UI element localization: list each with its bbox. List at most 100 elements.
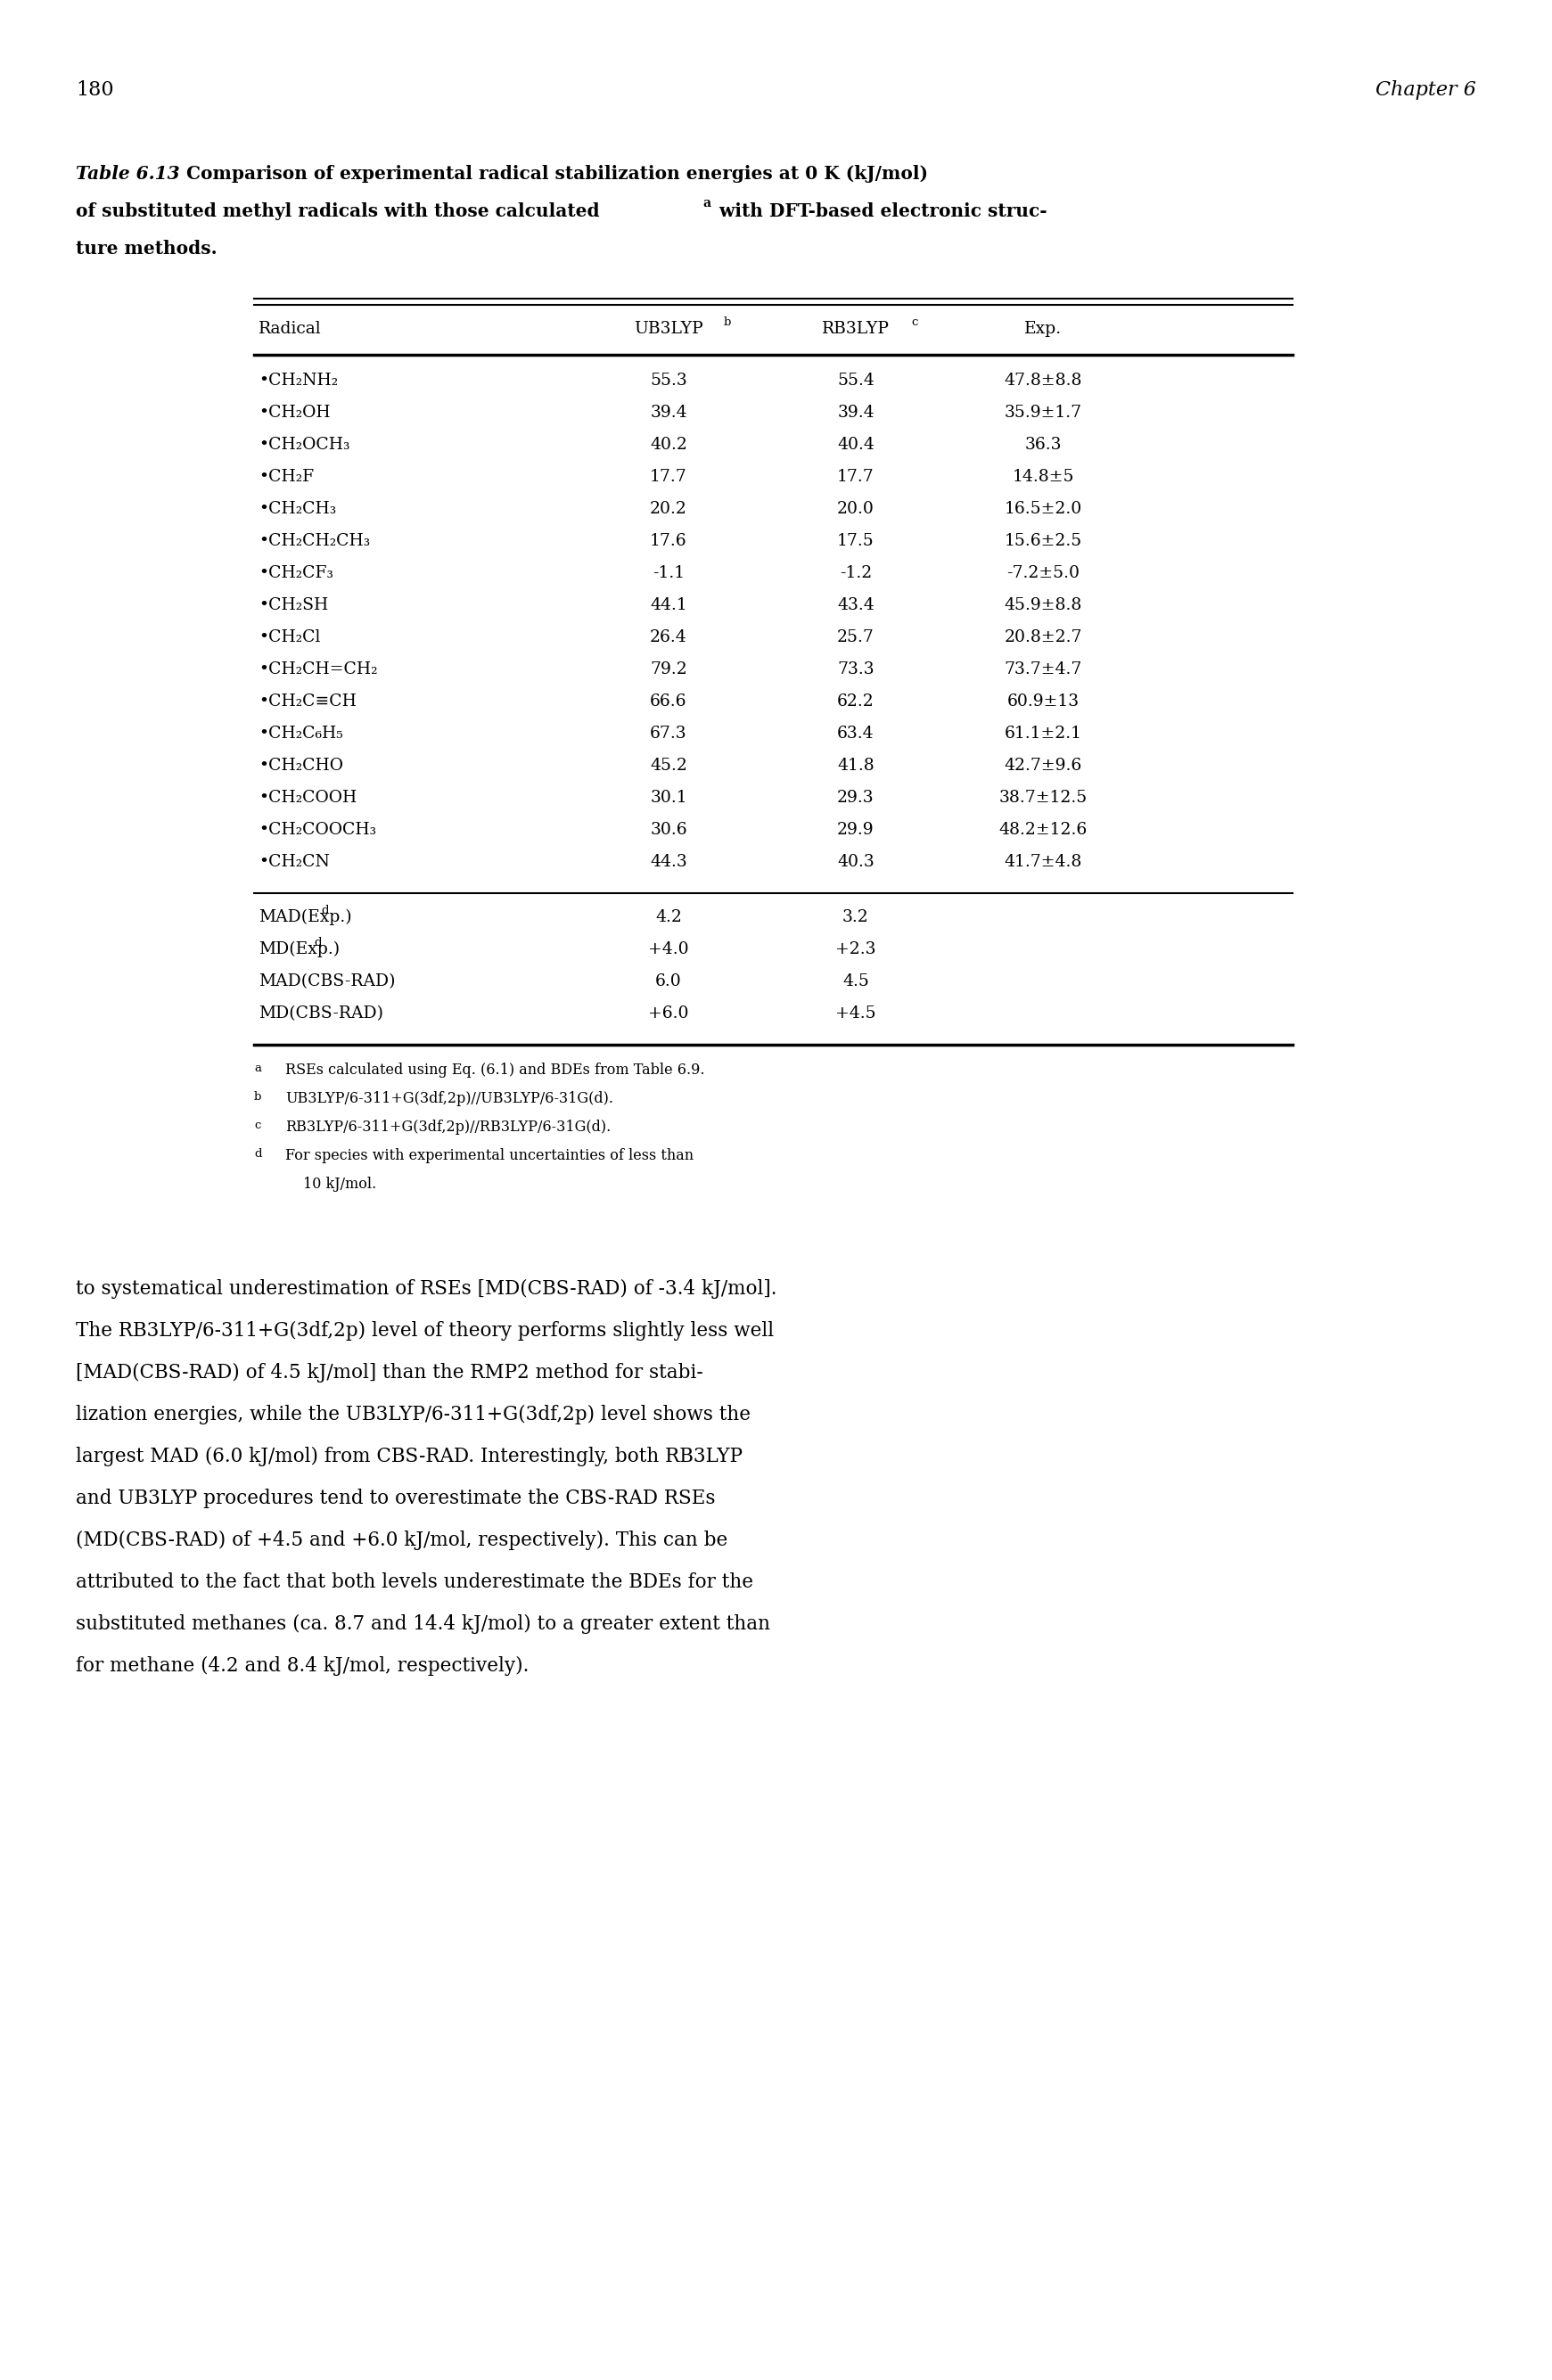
Text: 30.1: 30.1 [650, 790, 688, 807]
Text: 17.6: 17.6 [650, 533, 688, 550]
Text: c: c [911, 317, 917, 328]
Text: •CH₂CN: •CH₂CN [259, 854, 329, 871]
Text: 40.2: 40.2 [650, 438, 688, 452]
Text: •CH₂SH: •CH₂SH [259, 597, 329, 614]
Text: 55.3: 55.3 [650, 374, 688, 388]
Text: 30.6: 30.6 [650, 821, 688, 838]
Text: c: c [255, 1119, 261, 1130]
Text: MAD(CBS-RAD): MAD(CBS-RAD) [259, 973, 396, 990]
Text: •CH₂NH₂: •CH₂NH₂ [259, 374, 338, 388]
Text: 26.4: 26.4 [650, 628, 688, 645]
Text: 17.5: 17.5 [837, 533, 874, 550]
Text: 25.7: 25.7 [837, 628, 874, 645]
Text: 14.8±5: 14.8±5 [1012, 469, 1074, 486]
Text: b: b [723, 317, 731, 328]
Text: 35.9±1.7: 35.9±1.7 [1004, 405, 1082, 421]
Text: 36.3: 36.3 [1024, 438, 1062, 452]
Text: •CH₂F: •CH₂F [259, 469, 314, 486]
Text: •CH₂OCH₃: •CH₂OCH₃ [259, 438, 349, 452]
Text: 55.4: 55.4 [837, 374, 874, 388]
Text: (MD(CBS-RAD) of +4.5 and +6.0 kJ/mol, respectively). This can be: (MD(CBS-RAD) of +4.5 and +6.0 kJ/mol, re… [76, 1530, 728, 1549]
Text: attributed to the fact that both levels underestimate the BDEs for the: attributed to the fact that both levels … [76, 1573, 753, 1592]
Text: Chapter 6: Chapter 6 [1375, 81, 1476, 100]
Text: For species with experimental uncertainties of less than: For species with experimental uncertaint… [286, 1147, 694, 1164]
Text: 17.7: 17.7 [650, 469, 688, 486]
Text: 38.7±12.5: 38.7±12.5 [999, 790, 1088, 807]
Text: 60.9±13: 60.9±13 [1007, 693, 1079, 709]
Text: d: d [321, 904, 329, 916]
Text: a: a [703, 198, 711, 209]
Text: •CH₂CHO: •CH₂CHO [259, 757, 343, 774]
Text: 39.4: 39.4 [650, 405, 688, 421]
Text: •CH₂CH₃: •CH₂CH₃ [259, 500, 337, 516]
Text: and UB3LYP procedures tend to overestimate the CBS-RAD RSEs: and UB3LYP procedures tend to overestima… [76, 1488, 715, 1509]
Text: 17.7: 17.7 [837, 469, 874, 486]
Text: for methane (4.2 and 8.4 kJ/mol, respectively).: for methane (4.2 and 8.4 kJ/mol, respect… [76, 1656, 529, 1676]
Text: 44.1: 44.1 [650, 597, 688, 614]
Text: 20.0: 20.0 [837, 500, 874, 516]
Text: •CH₂Cl: •CH₂Cl [259, 628, 320, 645]
Text: MD(Exp.): MD(Exp.) [259, 942, 340, 957]
Text: largest MAD (6.0 kJ/mol) from CBS-RAD. Interestingly, both RB3LYP: largest MAD (6.0 kJ/mol) from CBS-RAD. I… [76, 1447, 742, 1466]
Text: 6.0: 6.0 [655, 973, 681, 990]
Text: -1.1: -1.1 [652, 564, 684, 581]
Text: 61.1±2.1: 61.1±2.1 [1004, 726, 1082, 743]
Text: substituted methanes (ca. 8.7 and 14.4 kJ/mol) to a greater extent than: substituted methanes (ca. 8.7 and 14.4 k… [76, 1614, 770, 1635]
Text: 45.2: 45.2 [650, 757, 688, 774]
Text: 41.8: 41.8 [837, 757, 874, 774]
Text: -7.2±5.0: -7.2±5.0 [1006, 564, 1080, 581]
Text: a: a [255, 1061, 261, 1073]
Text: •CH₂OH: •CH₂OH [259, 405, 331, 421]
Text: Radical: Radical [259, 321, 321, 338]
Text: •CH₂CF₃: •CH₂CF₃ [259, 564, 334, 581]
Text: The RB3LYP/6-311+G(3df,2p) level of theory performs slightly less well: The RB3LYP/6-311+G(3df,2p) level of theo… [76, 1321, 774, 1340]
Text: 16.5±2.0: 16.5±2.0 [1004, 500, 1082, 516]
Text: 44.3: 44.3 [650, 854, 688, 871]
Text: 66.6: 66.6 [650, 693, 688, 709]
Text: of substituted methyl radicals with those calculated: of substituted methyl radicals with thos… [76, 202, 599, 221]
Text: •CH₂CH₂CH₃: •CH₂CH₂CH₃ [259, 533, 371, 550]
Text: RSEs calculated using Eq. (6.1) and BDEs from Table 6.9.: RSEs calculated using Eq. (6.1) and BDEs… [286, 1061, 705, 1078]
Text: •CH₂CH=CH₂: •CH₂CH=CH₂ [259, 662, 377, 678]
Text: 45.9±8.8: 45.9±8.8 [1004, 597, 1082, 614]
Text: 73.3: 73.3 [837, 662, 874, 678]
Text: RB3LYP: RB3LYP [823, 321, 889, 338]
Text: 79.2: 79.2 [650, 662, 688, 678]
Text: [MAD(CBS-RAD) of 4.5 kJ/mol] than the RMP2 method for stabi-: [MAD(CBS-RAD) of 4.5 kJ/mol] than the RM… [76, 1364, 703, 1383]
Text: lization energies, while the UB3LYP/6-311+G(3df,2p) level shows the: lization energies, while the UB3LYP/6-31… [76, 1404, 751, 1426]
Text: •CH₂COOCH₃: •CH₂COOCH₃ [259, 821, 376, 838]
Text: +4.5: +4.5 [835, 1004, 877, 1021]
Text: UB3LYP: UB3LYP [633, 321, 703, 338]
Text: •CH₂C₆H₅: •CH₂C₆H₅ [259, 726, 343, 743]
Text: MD(CBS-RAD): MD(CBS-RAD) [259, 1004, 383, 1021]
Text: d: d [255, 1147, 262, 1159]
Text: Comparison of experimental radical stabilization energies at 0 K (kJ/mol): Comparison of experimental radical stabi… [174, 164, 928, 183]
Text: b: b [255, 1090, 262, 1102]
Text: 29.9: 29.9 [837, 821, 874, 838]
Text: to systematical underestimation of RSEs [MD(CBS-RAD) of -3.4 kJ/mol].: to systematical underestimation of RSEs … [76, 1278, 778, 1299]
Text: 40.3: 40.3 [837, 854, 874, 871]
Text: 20.8±2.7: 20.8±2.7 [1004, 628, 1082, 645]
Text: •CH₂COOH: •CH₂COOH [259, 790, 357, 807]
Text: 43.4: 43.4 [837, 597, 874, 614]
Text: Table 6.13: Table 6.13 [76, 164, 180, 183]
Text: ture methods.: ture methods. [76, 240, 217, 257]
Text: d: d [314, 938, 321, 950]
Text: 10 kJ/mol.: 10 kJ/mol. [303, 1176, 377, 1192]
Text: 3.2: 3.2 [843, 909, 869, 926]
Text: 42.7±9.6: 42.7±9.6 [1004, 757, 1082, 774]
Text: 15.6±2.5: 15.6±2.5 [1004, 533, 1082, 550]
Text: UB3LYP/6-311+G(3df,2p)//UB3LYP/6-31G(d).: UB3LYP/6-311+G(3df,2p)//UB3LYP/6-31G(d). [286, 1090, 613, 1107]
Text: 48.2±12.6: 48.2±12.6 [999, 821, 1088, 838]
Text: -1.2: -1.2 [840, 564, 872, 581]
Text: with DFT-based electronic struc-: with DFT-based electronic struc- [714, 202, 1048, 221]
Text: +6.0: +6.0 [649, 1004, 689, 1021]
Text: RB3LYP/6-311+G(3df,2p)//RB3LYP/6-31G(d).: RB3LYP/6-311+G(3df,2p)//RB3LYP/6-31G(d). [286, 1119, 611, 1135]
Text: 40.4: 40.4 [837, 438, 874, 452]
Text: 67.3: 67.3 [650, 726, 688, 743]
Text: +2.3: +2.3 [835, 942, 875, 957]
Text: 39.4: 39.4 [837, 405, 874, 421]
Text: MAD(Exp.): MAD(Exp.) [259, 909, 352, 926]
Text: 63.4: 63.4 [837, 726, 874, 743]
Text: 180: 180 [76, 81, 113, 100]
